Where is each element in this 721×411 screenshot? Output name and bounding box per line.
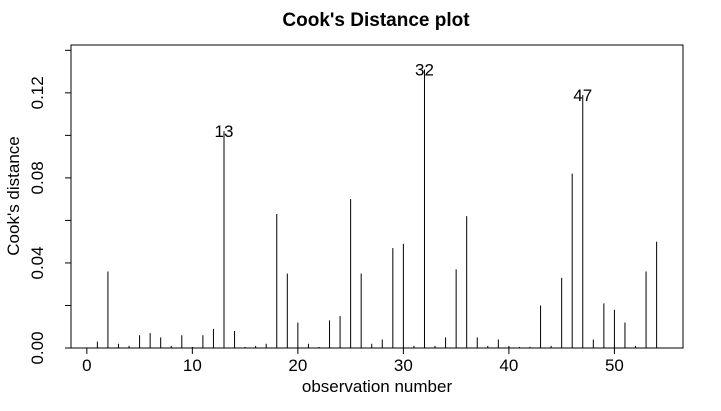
annotation-label-47: 47 [573,86,592,105]
y-tick-label: 0.08 [28,161,47,194]
x-axis-label: observation number [302,377,453,396]
annotations-group: 13 32 47 [215,60,593,141]
y-axis-label: Cook's distance [4,136,23,255]
x-axis: 0 10 20 30 40 50 [82,348,624,375]
x-tick-label: 0 [82,356,91,375]
x-tick-label: 50 [605,356,624,375]
x-tick-label: 40 [499,356,518,375]
x-tick-label: 10 [183,356,202,375]
y-tick-label: 0.04 [28,246,47,279]
y-axis: 0.00 0.04 0.08 0.12 [28,49,71,365]
bars-group [96,69,658,348]
y-tick-label: 0.00 [28,331,47,364]
annotation-label-32: 32 [415,60,434,79]
plot-frame [70,44,684,349]
chart-title: Cook's Distance plot [282,10,470,31]
y-tick-label: 0.12 [28,76,47,109]
x-tick-label: 20 [288,356,307,375]
x-tick-label: 30 [394,356,413,375]
annotation-label-13: 13 [215,122,234,141]
